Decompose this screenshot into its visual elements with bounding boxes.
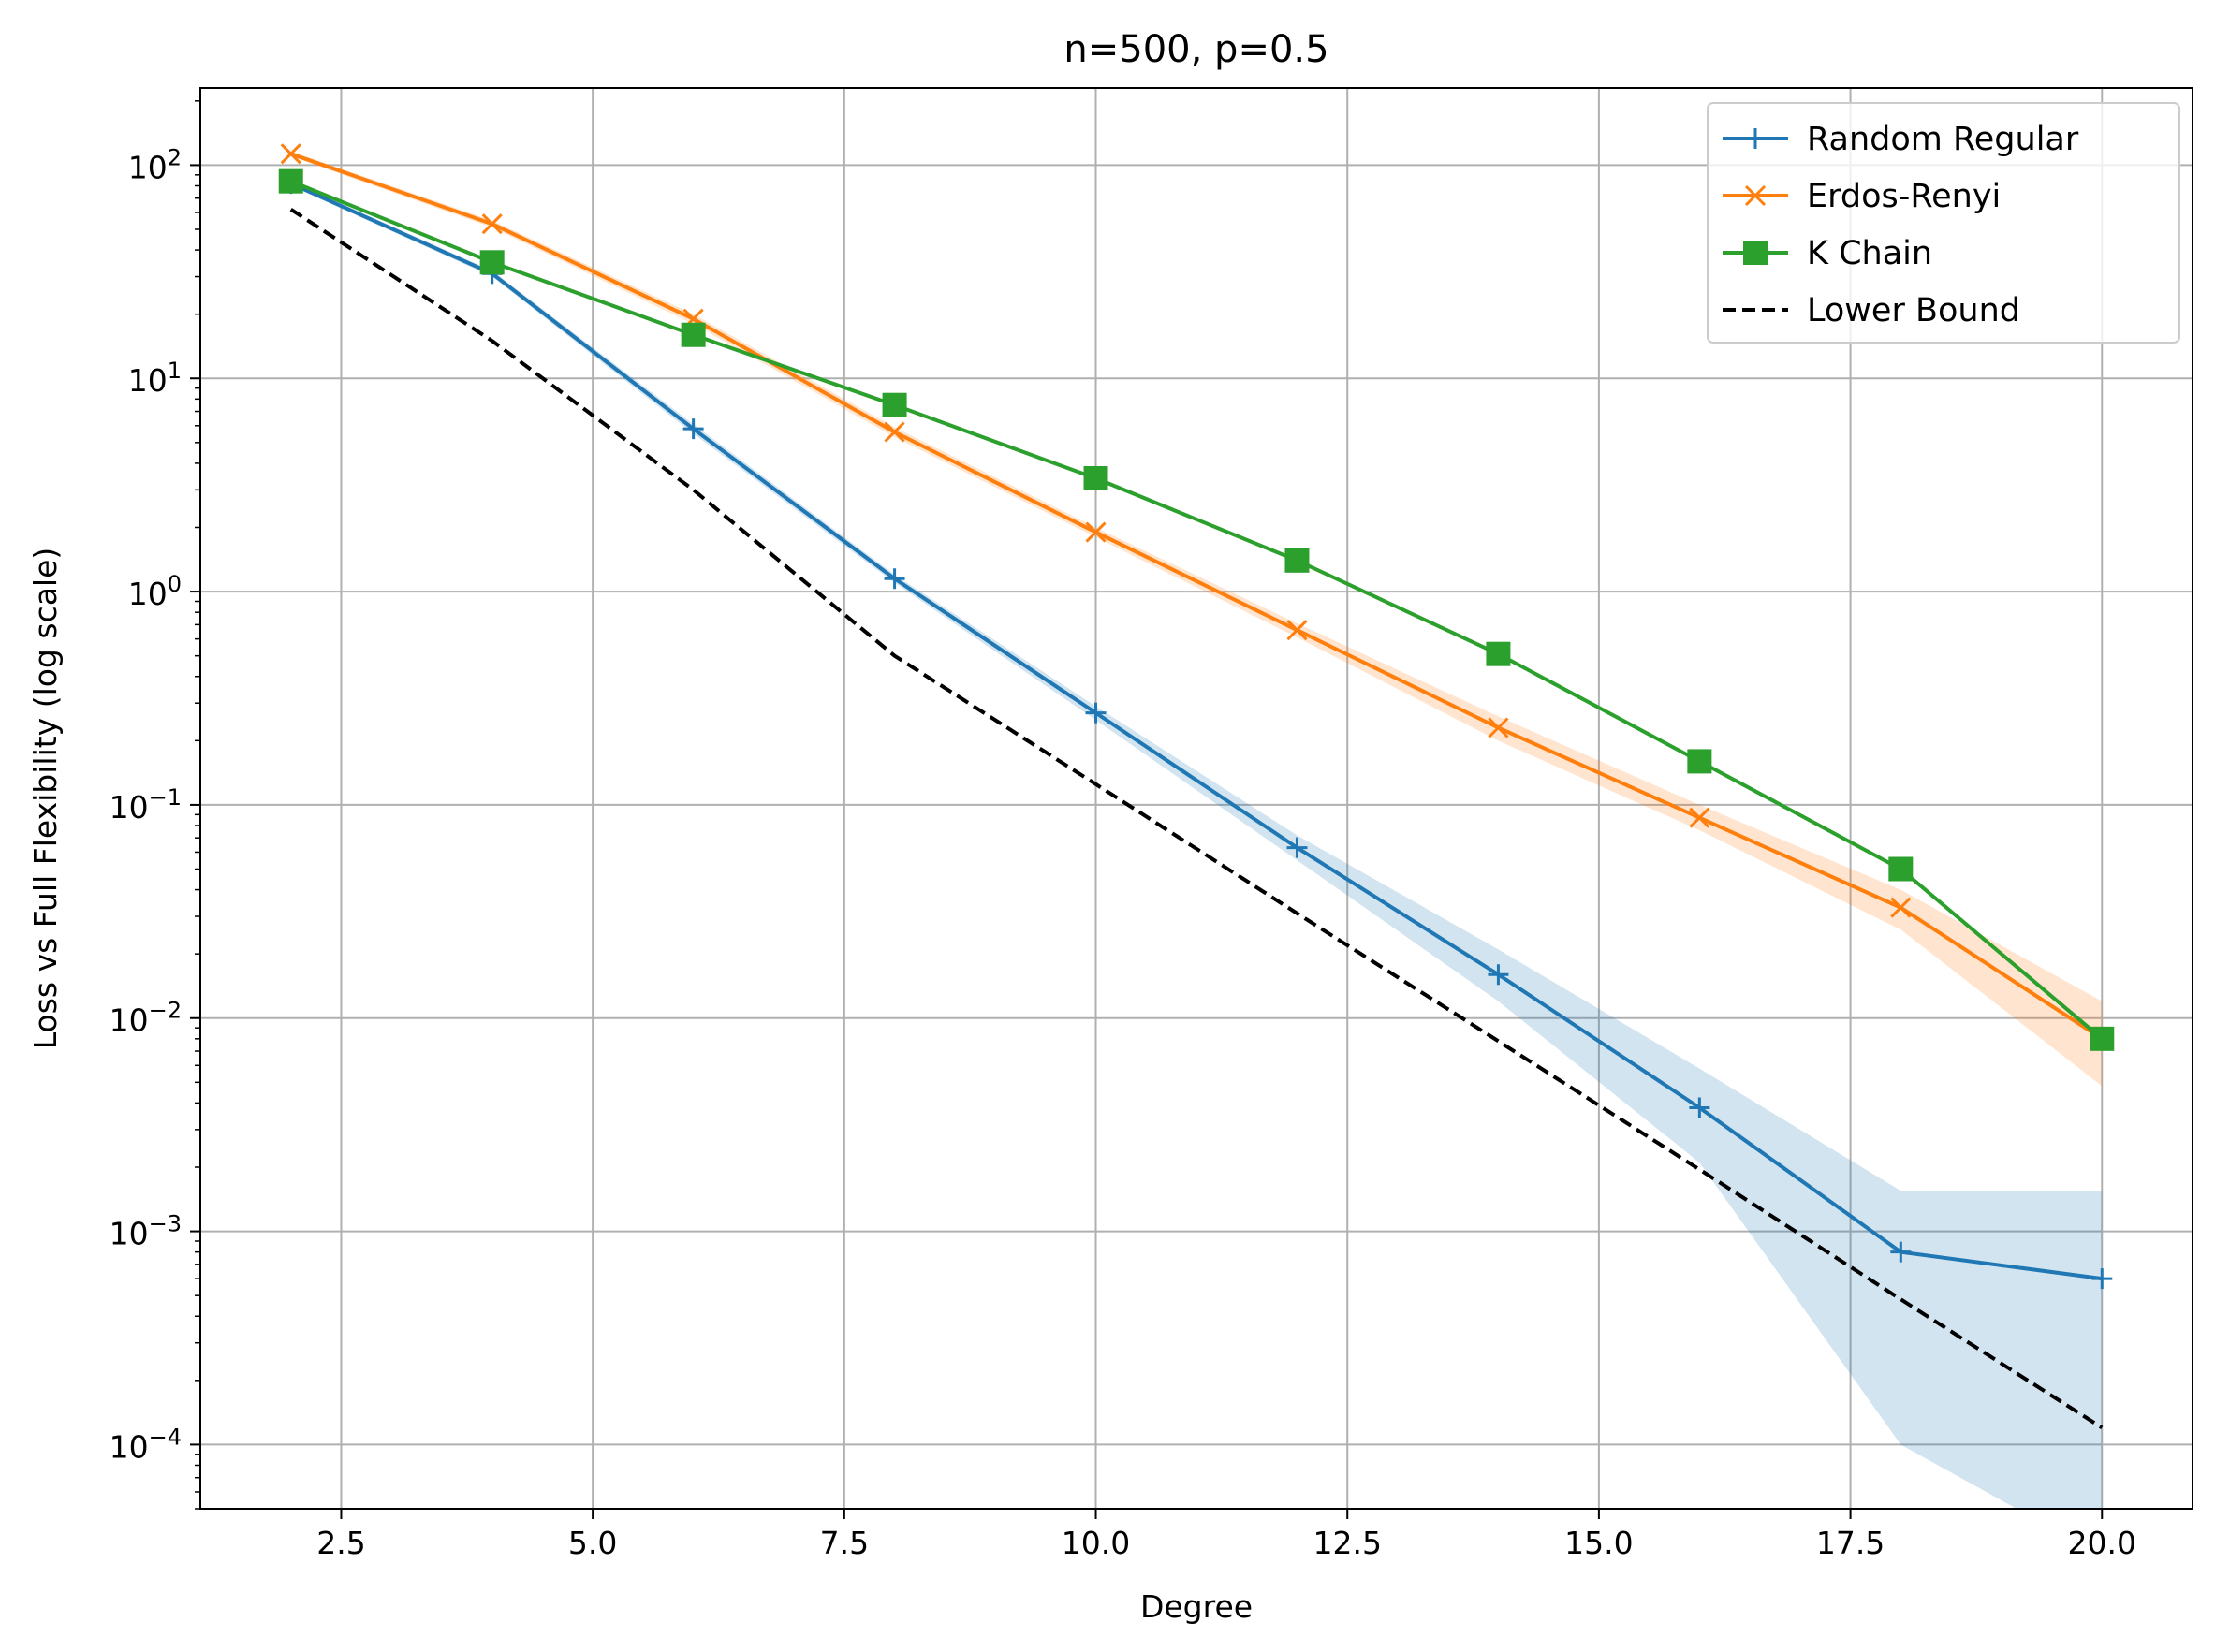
data-point	[1286, 620, 1308, 641]
y-tick-label: 100	[128, 571, 182, 612]
x-tick-label: 15.0	[1564, 1525, 1633, 1561]
legend-box	[1707, 102, 2180, 344]
data-point	[1743, 241, 1768, 265]
data-point	[2090, 1026, 2115, 1051]
series-line	[289, 208, 2104, 1430]
series-markers	[278, 143, 2115, 1290]
data-point	[1085, 702, 1107, 724]
series-line	[289, 179, 2104, 1041]
data-point	[1744, 184, 1767, 207]
x-tick-label: 20.0	[2068, 1525, 2136, 1561]
data-point	[1687, 749, 1712, 774]
y-tick-label: 10−4	[110, 1424, 182, 1465]
data-point	[280, 143, 301, 165]
y-tick-label: 102	[128, 144, 182, 185]
series-line	[289, 182, 2103, 1281]
data-point	[1745, 128, 1766, 149]
data-point	[1888, 856, 1914, 882]
data-point	[1689, 807, 1710, 828]
data-point	[1488, 964, 1509, 986]
plot-frame	[199, 87, 2193, 1510]
y-axis-title: Loss vs Full Flexibility (log scale)	[27, 548, 64, 1050]
data-point	[479, 250, 505, 275]
data-point	[1085, 521, 1107, 543]
x-tick-label: 7.5	[820, 1525, 869, 1561]
data-point	[278, 168, 303, 194]
data-point	[2091, 1268, 2113, 1290]
x-tick-label: 10.0	[1062, 1525, 1130, 1561]
data-point	[1689, 1097, 1710, 1118]
x-tick-label: 5.0	[568, 1525, 617, 1561]
legend-label: Erdos-Renyi	[1807, 178, 2001, 215]
data-point	[481, 213, 503, 235]
legend: Random Regular Erdos-Renyi K Chain Lower Bo…	[1707, 102, 2180, 344]
axis-ticks: 2.5 5.0 7.5 10.0 12.5 15.0 17.5 20.0 10−4 10−3 10−…	[110, 100, 2136, 1561]
chart-title: n=500, p=0.5	[1063, 28, 1328, 71]
x-tick-label: 17.5	[1816, 1525, 1885, 1561]
y-tick-label: 10−3	[110, 1211, 182, 1252]
data-point	[1083, 465, 1108, 490]
data-point	[884, 421, 905, 443]
data-point	[1890, 897, 1912, 918]
data-point	[1286, 837, 1308, 858]
x-tick-label: 12.5	[1313, 1525, 1381, 1561]
data-point	[882, 392, 907, 417]
series-lines	[289, 152, 2104, 1430]
data-point	[1890, 1241, 1912, 1263]
legend-label: Lower Bound	[1807, 292, 2020, 329]
legend-label: Random Regular	[1807, 121, 2079, 158]
series-line	[290, 152, 2104, 1041]
x-tick-label: 2.5	[316, 1525, 365, 1561]
y-tick-label: 10−2	[110, 998, 182, 1039]
data-point	[1486, 641, 1511, 666]
legend-label: K Chain	[1807, 235, 1932, 272]
data-point	[1284, 548, 1310, 573]
x-axis-title: Degree	[1140, 1588, 1253, 1625]
y-tick-label: 101	[128, 358, 182, 399]
data-point	[681, 322, 706, 347]
confidence-bands	[290, 151, 2103, 1509]
data-point	[884, 568, 905, 590]
confidence-band	[290, 181, 2103, 1509]
data-point	[1488, 717, 1509, 738]
y-tick-label: 10−1	[110, 784, 182, 826]
data-point	[682, 418, 704, 440]
